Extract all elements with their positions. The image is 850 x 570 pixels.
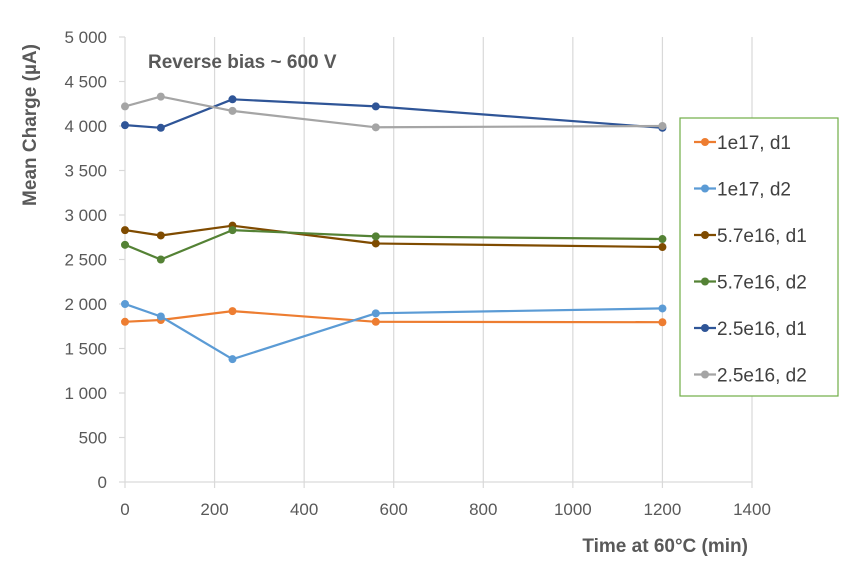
y-tick-label: 4 000 [64, 117, 107, 136]
x-tick-label: 400 [290, 500, 318, 519]
legend-label: 2.5e16, d2 [717, 366, 807, 387]
y-tick-label: 1 500 [64, 340, 107, 359]
chart-annotation: Reverse bias ~ 600 V [148, 52, 337, 73]
legend-item: 2.5e16, d1 [694, 319, 807, 340]
data-point [156, 312, 165, 321]
legend-item: 1e17, d2 [694, 180, 791, 201]
y-axis-title: Mean Charge (µA) [20, 44, 41, 206]
legend-label: 5.7e16, d2 [717, 273, 807, 294]
x-axis-title: Time at 60°C (min) [582, 536, 748, 557]
data-point [228, 307, 237, 316]
series-2 [121, 300, 667, 364]
legend-item: 5.7e16, d2 [694, 273, 807, 294]
x-tick-label: 800 [469, 500, 497, 519]
data-point [121, 317, 129, 326]
data-point [121, 102, 129, 111]
series-6 [121, 92, 667, 132]
data-point [156, 123, 165, 132]
data-point [371, 317, 380, 326]
data-point [121, 121, 129, 130]
y-tick-label: 1 000 [64, 384, 107, 403]
legend-marker [701, 324, 709, 332]
data-point [658, 304, 667, 313]
x-tick-label: 1400 [733, 500, 771, 519]
y-tick-label: 5 000 [64, 28, 107, 47]
legend-marker [701, 370, 709, 379]
axes: 0 500 1 000 1 500 2 000 2 500 3 000 3 500 4 000 4… [64, 28, 770, 519]
x-tick-label: 1000 [554, 500, 592, 519]
y-tick-label: 3 000 [64, 206, 107, 225]
legend-marker [701, 277, 709, 286]
y-tick-label: 2 500 [64, 251, 107, 270]
y-tick-label: 500 [79, 429, 107, 448]
y-tick-label: 0 [98, 473, 107, 492]
legend-item: 2.5e16, d2 [694, 366, 807, 387]
x-tick-label: 200 [200, 500, 228, 519]
legend: 1e17, d1 1e17, d2 5.7e16, d1 5.7e16, d2 2.5e… [679, 117, 839, 397]
series-4 [121, 226, 667, 264]
series-1 [121, 307, 667, 327]
grid-lines [213, 37, 753, 482]
y-tick-label: 4 500 [64, 73, 107, 92]
x-tick-label: 1200 [644, 500, 682, 519]
legend-marker [701, 231, 709, 239]
data-point [658, 318, 667, 327]
data-point [658, 122, 667, 130]
legend-label: 1e17, d2 [717, 180, 791, 201]
data-point [156, 231, 165, 240]
data-point [156, 92, 165, 101]
data-point [121, 226, 129, 235]
data-point [371, 232, 380, 241]
data-point [371, 123, 380, 132]
legend-item: 1e17, d1 [694, 133, 791, 154]
data-point [228, 95, 237, 104]
x-tick-label: 0 [120, 500, 129, 519]
data-point [228, 355, 237, 364]
series-5 [121, 95, 667, 132]
data-point [228, 106, 237, 115]
y-tick-label: 3 500 [64, 162, 107, 181]
legend-box [679, 117, 839, 397]
data-point [371, 309, 380, 318]
y-tick-label: 2 000 [64, 295, 107, 314]
data-point [371, 239, 380, 248]
data-point [228, 226, 237, 235]
legend-label: 1e17, d1 [717, 133, 791, 154]
data-point [371, 102, 380, 111]
data-point [121, 240, 129, 249]
legend-marker [701, 138, 709, 146]
legend-item: 5.7e16, d1 [694, 226, 807, 247]
data-point [121, 300, 129, 308]
series-layer [121, 92, 667, 364]
legend-label: 5.7e16, d1 [717, 226, 807, 247]
legend-marker [701, 184, 709, 193]
data-point [156, 255, 165, 264]
x-tick-label: 600 [380, 500, 408, 519]
legend-label: 2.5e16, d1 [717, 319, 807, 340]
data-point [658, 243, 667, 252]
data-point [658, 235, 667, 244]
